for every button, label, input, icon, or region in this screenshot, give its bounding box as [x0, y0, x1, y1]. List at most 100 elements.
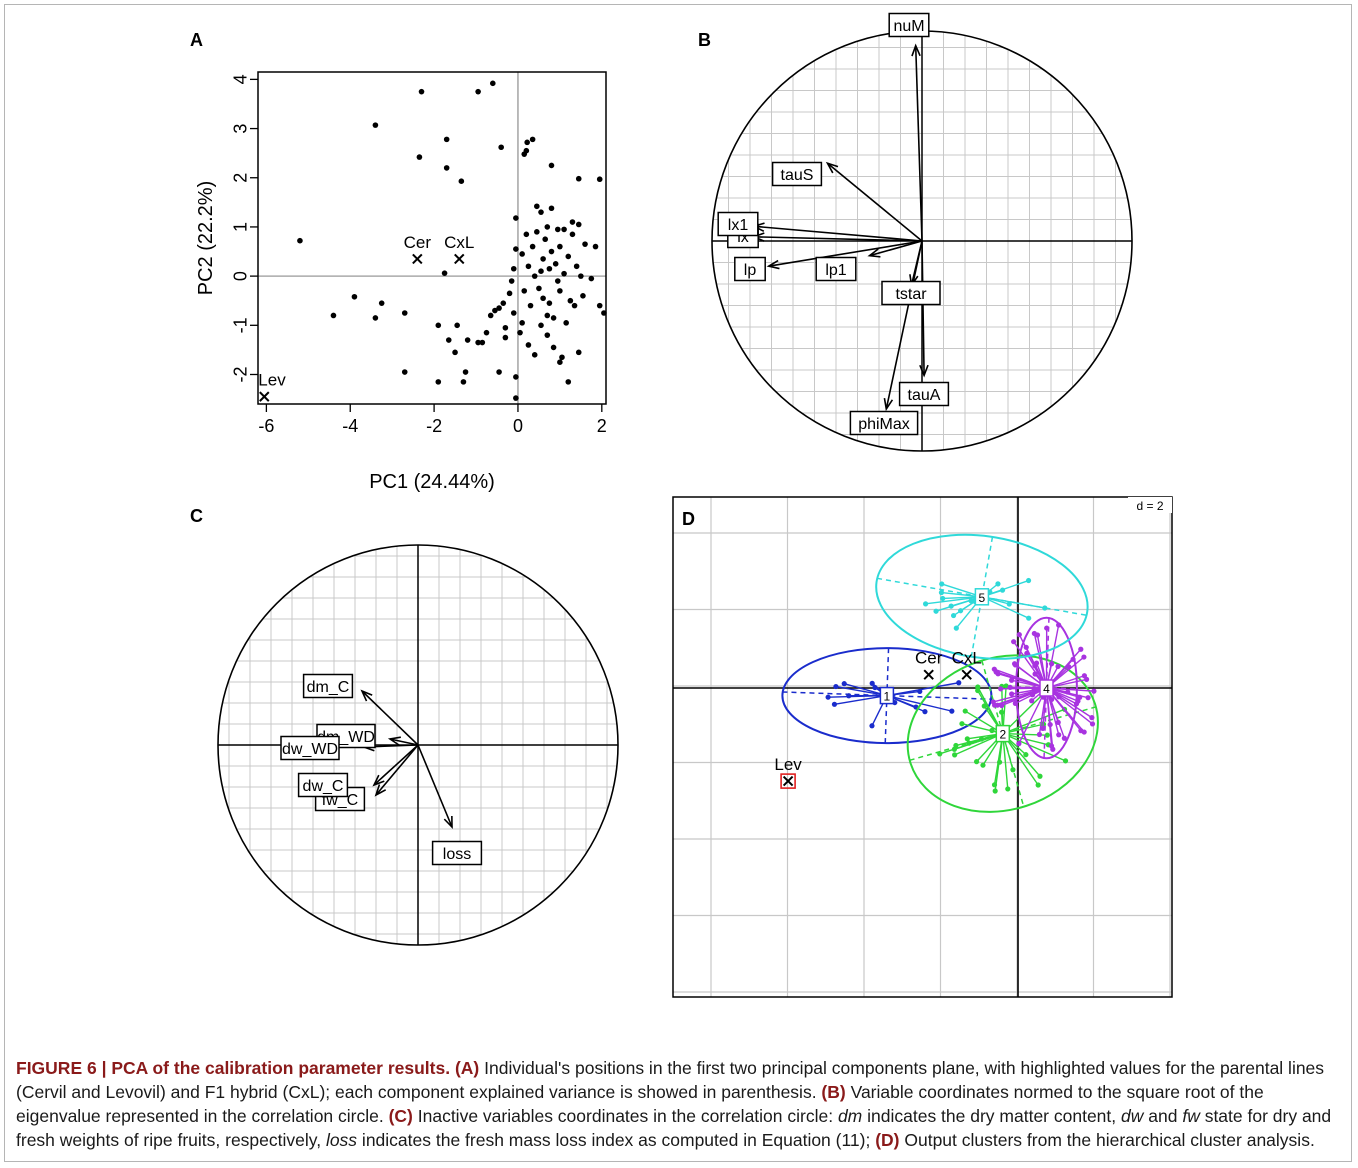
- cluster-highlight-marker-cxl-stroke-2: [961, 669, 972, 680]
- cluster-2-label-box: [995, 724, 1011, 743]
- circle-c-arrow-loss-shaft: [417, 744, 453, 828]
- cluster-5-spoke-10: [925, 596, 982, 605]
- scatter-point-103: [544, 312, 551, 319]
- scatter-point-90: [569, 219, 576, 225]
- scatter-point-42: [502, 324, 509, 331]
- var-label-lp-box: [734, 256, 766, 282]
- scatter-point-69: [544, 224, 551, 230]
- scatter-point-91: [569, 231, 576, 238]
- scatter-point-28: [513, 374, 519, 380]
- cluster-4-point-44: [1029, 692, 1036, 698]
- scatter-point-88: [565, 379, 572, 385]
- scatter-point-84: [561, 226, 567, 233]
- cluster-4-label: 4: [1043, 682, 1050, 696]
- var-label-loss: loss: [431, 840, 483, 866]
- scatter-point-14: [575, 175, 582, 182]
- highlight-marker-cxl-stroke-2: [454, 253, 465, 265]
- panel-letter-c: C: [190, 506, 203, 526]
- cluster-1-point-11: [956, 680, 962, 686]
- panel-a: A -6 -4 -2 0 2 -2 -1 0 1 2 3 4 PC1 (24.44%) PC2 (22.2%…: [190, 30, 607, 493]
- scatter-point-60: [531, 352, 538, 358]
- scatter-point-73: [548, 205, 555, 212]
- scatter-point-51: [519, 320, 525, 326]
- figure-caption: FIGURE 6 | PCA of the calibration parame…: [16, 1056, 1342, 1152]
- scatter-point-58: [529, 243, 536, 250]
- scatter-point-25: [460, 379, 467, 385]
- var-label-taua: tauA: [898, 381, 950, 407]
- cluster-4-point-54: [1056, 732, 1062, 738]
- cluster-5-ellipse: [875, 533, 1089, 660]
- scatter-point-82: [557, 359, 563, 365]
- caption-tag-c: (C): [388, 1106, 413, 1126]
- cluster-5-point-5: [1006, 601, 1012, 607]
- var-label-phimax: phiMax: [849, 410, 919, 436]
- circle-c-arrow-dm_wd-shaft: [389, 738, 419, 746]
- circle-b-arrow-num: [911, 43, 923, 242]
- scatter-point-102: [538, 268, 544, 275]
- cluster-2-point-27: [980, 762, 986, 768]
- cluster-2-point-11: [1003, 683, 1009, 689]
- cluster-2-point-26: [989, 727, 995, 734]
- scatter-point-21: [372, 315, 379, 321]
- cluster-5-point-12: [948, 603, 954, 609]
- cluster-4-point-31: [1085, 695, 1091, 701]
- var-label-num-text: nuM: [893, 18, 924, 35]
- x-tick-label-4: 2: [597, 416, 607, 436]
- scatter-point-101: [601, 310, 607, 316]
- highlight-marker-lev-stroke-2: [259, 391, 270, 402]
- cluster-5-point-7: [933, 608, 939, 614]
- var-label-lp-text: lp: [744, 262, 757, 279]
- circle-c-arrow-dw_c: [372, 744, 419, 787]
- caption-text-c1: Inactive variables coordinates in the co…: [412, 1106, 838, 1126]
- cluster-1-point-9: [833, 683, 839, 690]
- scatter-point-1: [418, 88, 425, 95]
- caption-term-fw: fw: [1182, 1106, 1200, 1126]
- scatter-point-18: [351, 293, 358, 300]
- scatter-point-70: [544, 332, 551, 338]
- scatter-point-50: [517, 329, 523, 336]
- circle-c-arrow-fw_c-head: [374, 784, 387, 797]
- scatter-point-63: [536, 285, 542, 292]
- var-label-taus-box: [771, 161, 823, 187]
- cluster-4-point-57: [1077, 694, 1083, 700]
- cluster-2-point-4: [959, 721, 965, 727]
- var-label-taua-box: [898, 381, 950, 407]
- cluster-4-label-box: [1039, 679, 1054, 697]
- cluster-1-point-5: [869, 723, 875, 729]
- scale-label: d = 2: [1136, 499, 1163, 513]
- scatter-point-20: [330, 312, 337, 319]
- var-label-dw_wd-box: [280, 735, 340, 761]
- scatter-point-62: [534, 229, 540, 235]
- var-label-lx1-box: [717, 211, 759, 237]
- panel-letter-d: D: [682, 509, 695, 529]
- var-label-lp1-box: [815, 256, 857, 282]
- cluster-5-point-17: [958, 608, 964, 614]
- scatter-point-30: [435, 322, 442, 329]
- y-tick-label-0: -2: [231, 366, 251, 382]
- cluster-4-point-49: [1078, 646, 1084, 652]
- circle-b-arrow-taus: [825, 161, 923, 242]
- var-label-taua-text: tauA: [908, 387, 941, 404]
- circle-b-arrow-lx-shaft: [753, 236, 923, 242]
- cluster-1-point-13: [917, 688, 923, 695]
- cluster-frame: [672, 496, 1173, 998]
- var-label-phimax-box: [849, 410, 919, 436]
- y-tick-label-4: 2: [231, 173, 251, 183]
- cluster-2-point-0: [952, 752, 958, 758]
- scatter-point-15: [596, 176, 603, 183]
- scatter-point-0: [489, 80, 496, 87]
- cluster-4-spoke-26: [1036, 634, 1048, 689]
- cluster-4-point-56: [1081, 673, 1088, 679]
- scatter-point-71: [546, 265, 553, 272]
- scatter-point-86: [563, 320, 569, 326]
- cluster-4-point-26: [1034, 632, 1041, 638]
- cluster-4-spoke-59: [1045, 687, 1053, 746]
- cluster-2-point-28: [1010, 767, 1016, 773]
- cluster-5-label: 5: [979, 591, 986, 605]
- scale-box: d = 2: [1128, 497, 1172, 513]
- var-label-dm_c: dm_C: [302, 673, 354, 699]
- highlight-marker-lev: [259, 391, 270, 402]
- y-tick-label-1: -1: [231, 317, 251, 333]
- circle-b-arrow-lp1: [867, 240, 923, 258]
- scatter-point-100: [596, 302, 603, 309]
